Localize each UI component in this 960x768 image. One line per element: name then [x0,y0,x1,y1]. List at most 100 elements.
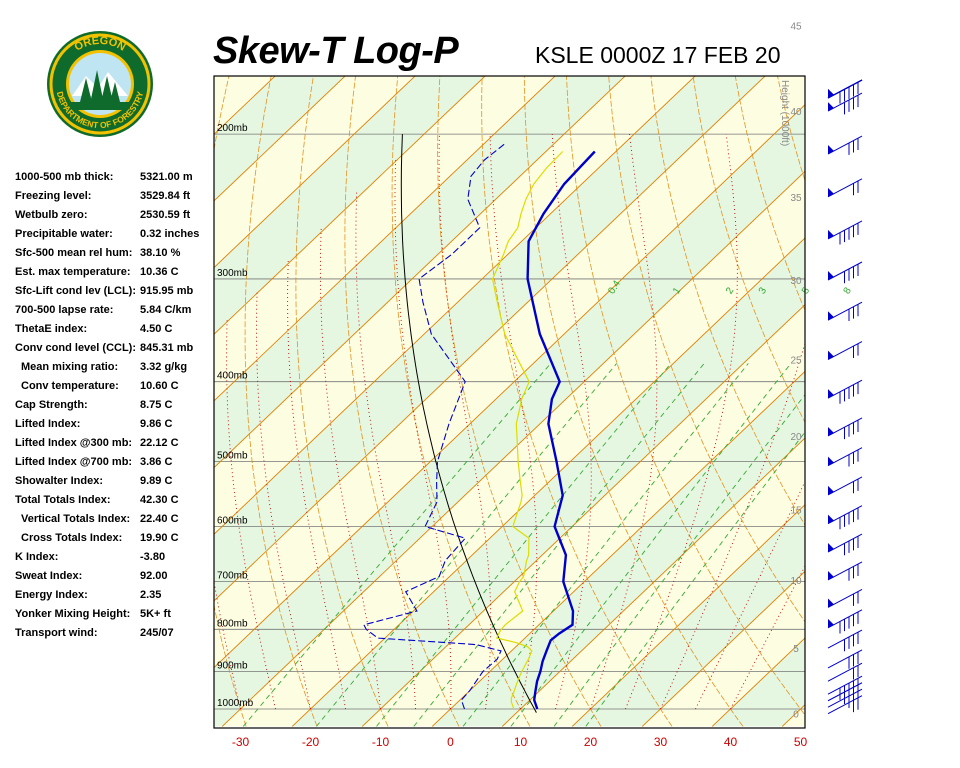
dry-adiabat-line [344,76,460,727]
wind-barb-pennant [828,350,834,360]
wind-barb [827,609,863,634]
wind-barb [827,178,863,198]
dry-adiabat-line [650,76,805,526]
index-value: 4.50 C [140,323,173,335]
dry-adiabat-line [932,31,960,726]
index-value: 915.95 mb [140,285,194,297]
isotherm-line [214,76,556,402]
moist-adiabat-line [287,260,346,710]
mixing-ratio-line [413,363,705,727]
x-tick-label: 50 [794,735,808,749]
index-value: 2530.59 ft [140,209,191,221]
index-label: Wetbulb zero: [15,209,88,221]
wind-barb-pennant [828,311,834,321]
wind-barb [827,135,863,155]
dry-adiabat-line [391,76,531,727]
height-tick-label: 35 [790,193,802,204]
dry-adiabat-line [137,31,199,726]
wind-barb-pennant [828,229,834,239]
pressure-label: 800mb [217,618,248,629]
isotherm-band [214,104,805,727]
index-value: 5.84 C/km [140,304,192,316]
height-tick-label: 40 [790,107,802,118]
index-value: 5321.00 m [140,171,193,183]
wind-barb-pennant [828,102,834,112]
index-value: 92.00 [140,570,168,582]
wind-barb-staff [827,695,863,715]
x-tick-label: -20 [302,735,320,749]
index-label: Mean mixing ratio: [21,361,119,373]
pressure-label: 500mb [217,450,248,461]
wind-barb [827,589,863,608]
index-label: Lifted Index: [15,418,81,430]
dry-adiabat-line [851,31,960,726]
index-label: Freezing level: [15,190,92,202]
isotherm-line [214,76,486,335]
plot-frame [213,75,806,729]
wind-barb [827,561,863,581]
index-value: -3.80 [140,551,166,563]
wind-barb-pennant [828,514,834,524]
mixing-ratio-line [553,394,805,727]
moist-adiabat-line [695,480,805,710]
wind-barb-column [827,79,863,715]
wind-barb-staff [827,629,863,649]
dry-adiabat-line [734,76,805,312]
index-label: Lifted Index @300 mb: [15,437,133,449]
height-tick-label: 30 [790,276,802,287]
isotherm-line [361,304,805,727]
wind-barb [827,649,863,669]
height-tick-label: 0 [793,710,799,721]
wind-barb [827,476,863,496]
isotherm-line [641,570,805,727]
index-value: 0.32 inches [140,228,200,240]
isotherm-line [852,0,960,726]
index-value: 10.60 C [140,380,179,392]
wind-barb [827,301,863,322]
index-label: Conv temperature: [21,380,119,392]
wind-barb [827,533,863,556]
index-label: 1000-500 mb thick: [15,171,114,183]
mixing-ratio-line [462,363,749,727]
index-value: 9.89 C [140,475,173,487]
wind-barb-pennant [828,389,834,399]
chart-title: Skew-T Log-P [213,30,459,72]
dry-adiabat-line [810,31,960,726]
wind-barb-pennant [828,270,834,280]
dry-adiabat-line [566,76,805,716]
x-tick-label: 0 [447,735,454,749]
isotherm-band [782,704,805,727]
dry-adiabat-line [214,76,247,727]
index-label: Showalter Index: [15,475,104,487]
pressure-label: 600mb [217,516,248,527]
x-tick-label: 10 [514,735,528,749]
mixing-ratio-line [242,363,552,727]
pressure-label: 900mb [217,660,248,671]
isotherm-line [221,170,805,727]
dry-adiabat-line [608,76,805,623]
index-label: Cross Totals Index: [21,532,123,544]
isotherm-line [431,370,805,727]
index-label: Precipitable water: [15,228,113,240]
mixing-ratio-label: 3 [757,285,770,296]
oregon-department-of-forestry-logo: OREGON DEPARTMENT OF FORESTRY [47,31,153,137]
dry-adiabat-line [437,76,602,727]
wind-barb-pennant [828,145,834,155]
index-label: Transport wind: [15,627,98,639]
index-value: 42.30 C [140,494,179,506]
isotherm-line [781,704,805,727]
index-label: Lifted Index @700 mb: [15,456,133,468]
height-tick-label: 10 [790,576,802,587]
height-tick-label: 5 [793,644,799,655]
x-tick-label: -30 [232,735,250,749]
mixing-ratio-label: 5 [800,285,813,296]
mixing-ratio-label: 2 [724,285,737,296]
wind-barb-staff [827,675,863,695]
wind-barb-pennant [828,618,834,628]
wetbulb-trace-line [491,151,564,710]
index-label: Est. max temperature: [15,266,131,278]
index-value: 8.75 C [140,399,173,411]
wind-barb [827,505,863,530]
isotherm-line [214,76,696,535]
moist-adiabat-line [590,134,658,710]
